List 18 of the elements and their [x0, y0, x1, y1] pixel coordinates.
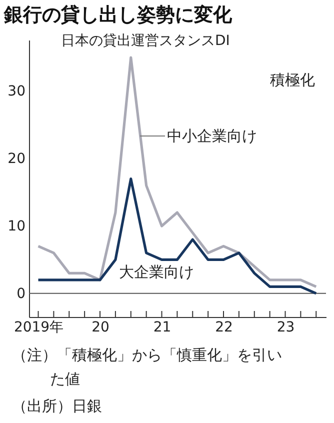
x-tick-label: 23	[276, 320, 295, 336]
line-series	[36, 178, 318, 295]
x-tick-label: 21	[153, 320, 172, 336]
y-tick-label: 10	[8, 218, 26, 235]
x-tick-label: 20	[92, 320, 110, 336]
chart-title: 銀行の貸し出し姿勢に変化	[3, 4, 233, 26]
y-tick-label: 0	[16, 286, 26, 302]
y-tick-label: 20	[8, 151, 26, 168]
x-tick-label: 2019年	[14, 320, 64, 336]
text: （出所）日銀	[12, 397, 102, 415]
y-tick-label: 30	[8, 84, 26, 100]
line-series	[36, 56, 318, 288]
series-label: 大企業向け	[119, 263, 194, 281]
chart-subtitle: 日本の貸出運営スタンスDI	[61, 33, 230, 49]
x-tick-label: 22	[215, 320, 233, 336]
series-label: 中小企業向け	[167, 127, 257, 145]
text: （注）「積極化」から「慎重化」を引いた値	[12, 346, 282, 388]
annotation: 積極化	[270, 71, 315, 89]
